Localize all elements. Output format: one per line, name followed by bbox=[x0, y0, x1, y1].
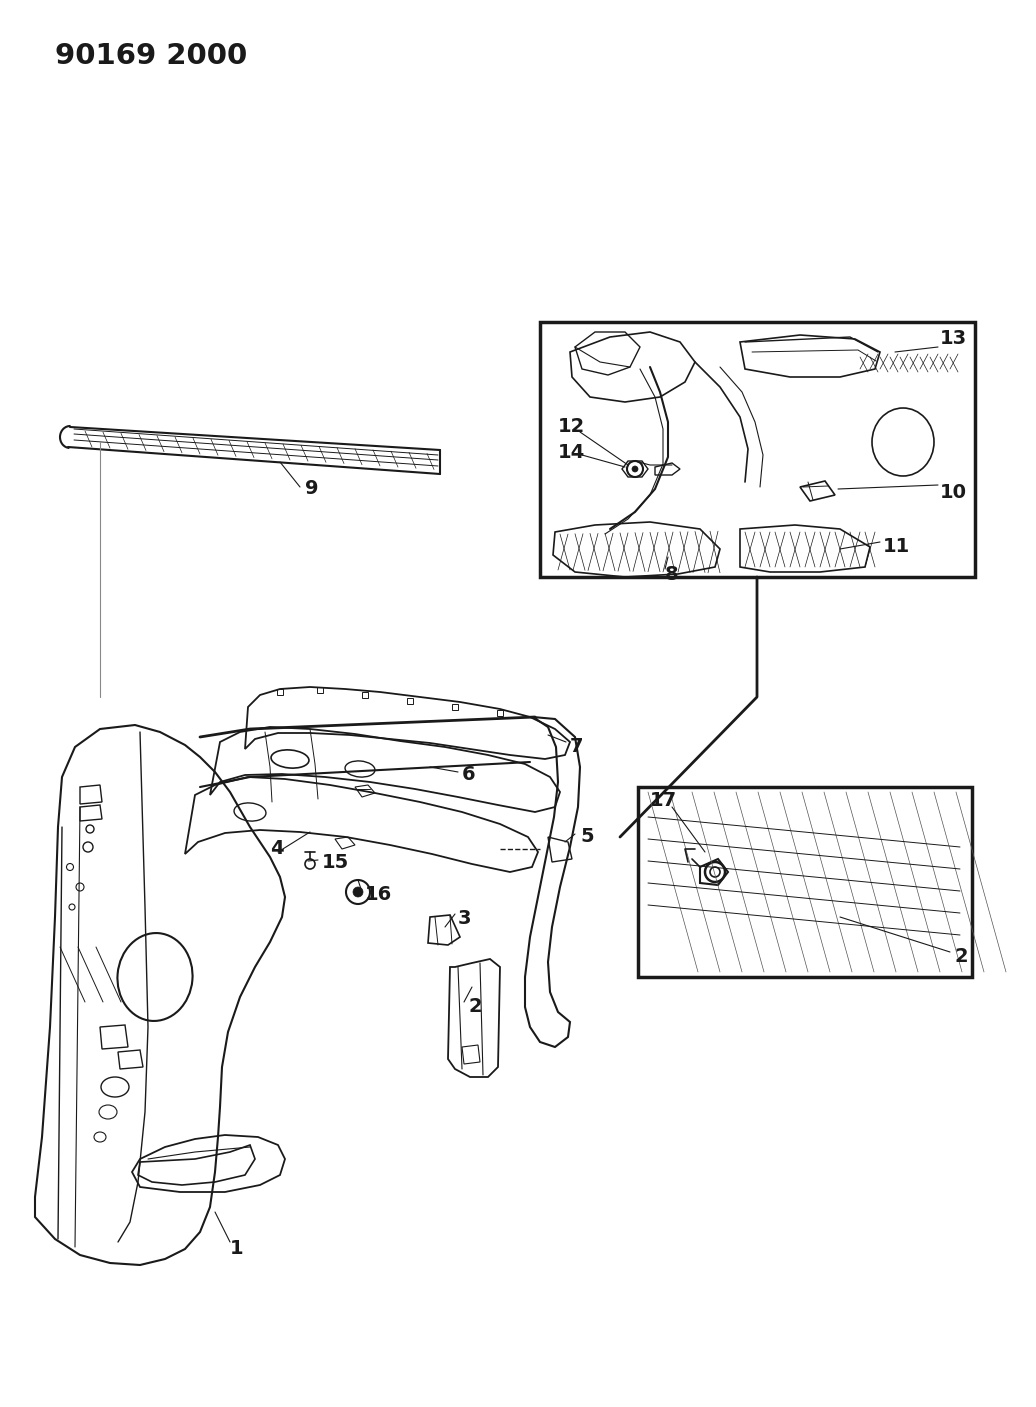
Bar bbox=[277, 689, 283, 695]
Bar bbox=[638, 787, 972, 976]
Text: 2: 2 bbox=[468, 998, 482, 1016]
Text: 13: 13 bbox=[940, 329, 968, 349]
Bar bbox=[452, 704, 458, 711]
Text: 3: 3 bbox=[458, 909, 471, 929]
Text: 17: 17 bbox=[650, 791, 678, 809]
Text: 14: 14 bbox=[558, 442, 585, 461]
Text: 7: 7 bbox=[570, 737, 583, 757]
Text: 11: 11 bbox=[883, 537, 911, 557]
Circle shape bbox=[353, 886, 363, 898]
Text: 12: 12 bbox=[558, 418, 585, 436]
Text: 2: 2 bbox=[955, 947, 969, 967]
Text: 90169 2000: 90169 2000 bbox=[55, 42, 248, 70]
Text: 6: 6 bbox=[462, 765, 476, 785]
Bar bbox=[317, 687, 323, 694]
Text: 15: 15 bbox=[322, 853, 349, 871]
Bar bbox=[497, 711, 503, 716]
Text: 1: 1 bbox=[230, 1240, 243, 1258]
Text: 5: 5 bbox=[580, 827, 594, 847]
Text: 8: 8 bbox=[665, 566, 679, 584]
Text: 16: 16 bbox=[365, 885, 393, 905]
Text: 9: 9 bbox=[305, 480, 318, 498]
Bar bbox=[540, 322, 975, 577]
Bar bbox=[407, 698, 413, 704]
Bar bbox=[362, 692, 368, 698]
Circle shape bbox=[632, 466, 638, 471]
Text: 10: 10 bbox=[940, 483, 967, 501]
Text: 4: 4 bbox=[270, 840, 284, 858]
